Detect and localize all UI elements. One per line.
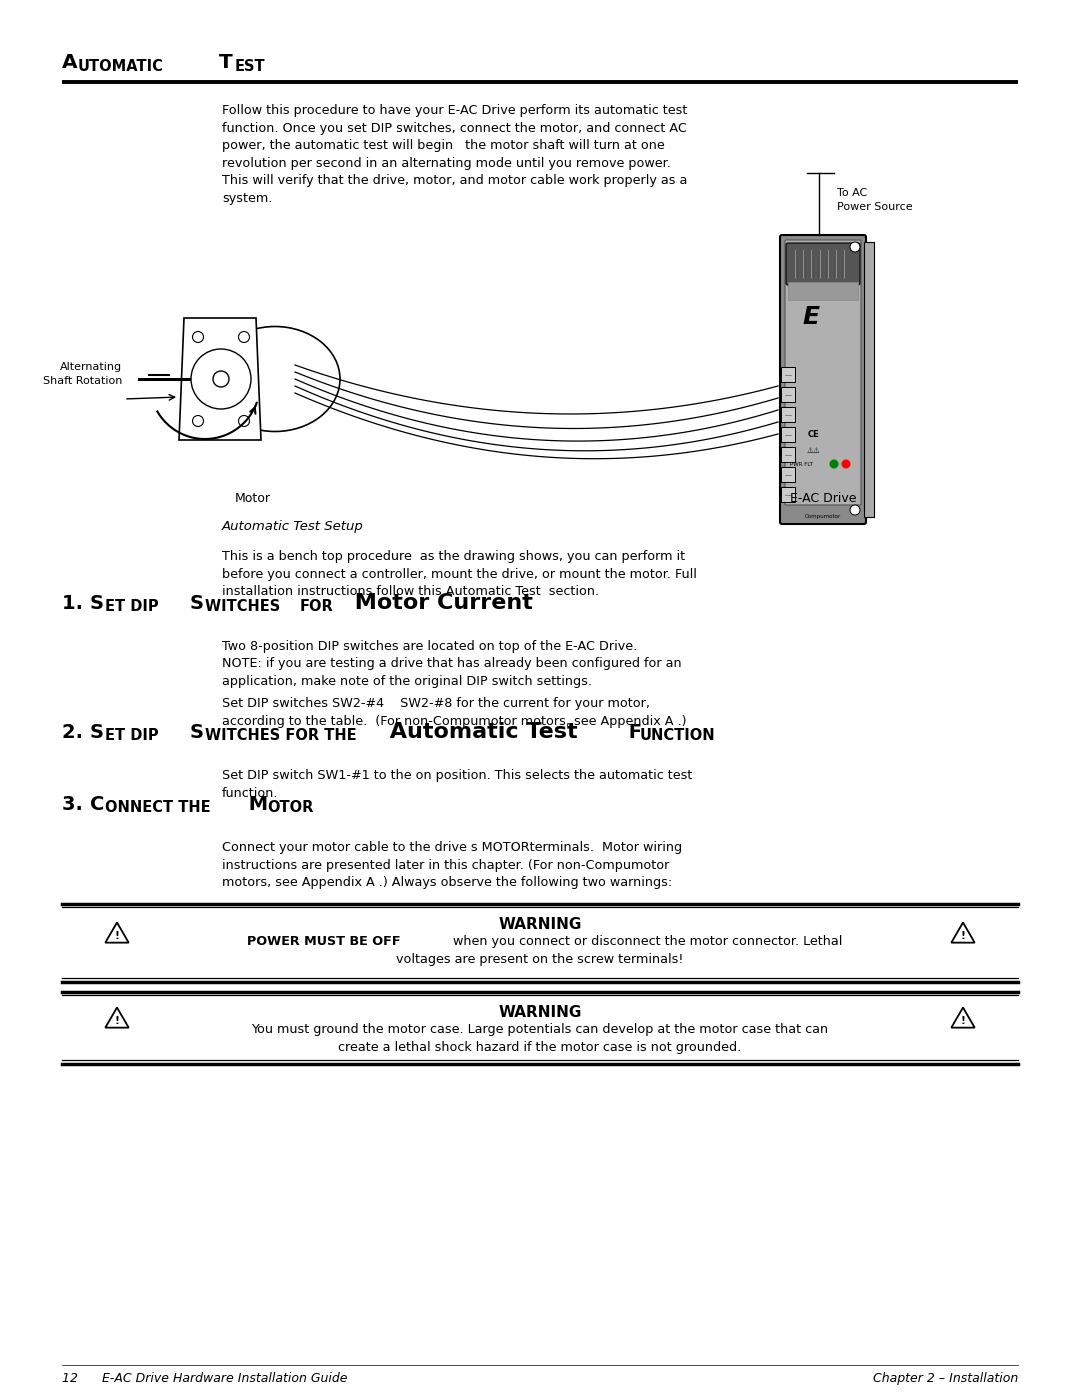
Text: Set DIP switch SW1-#1 to the on position. This selects the automatic test: Set DIP switch SW1-#1 to the on position… (222, 768, 692, 782)
Text: WARNING: WARNING (498, 916, 582, 932)
Text: Connect your motor cable to the drive s MOTORterminals.  Motor wiring: Connect your motor cable to the drive s … (222, 841, 683, 854)
Text: POWER MUST BE OFF: POWER MUST BE OFF (247, 935, 401, 947)
Text: according to the table.  (For non-Compumotor motors, see Appendix A .): according to the table. (For non-Compumo… (222, 714, 687, 728)
Text: !: ! (114, 1016, 120, 1027)
Text: T: T (212, 53, 233, 73)
Text: UTOMATIC: UTOMATIC (78, 59, 164, 74)
Polygon shape (951, 1007, 975, 1028)
Text: Two 8-position DIP switches are located on top of the E-AC Drive.: Two 8-position DIP switches are located … (222, 640, 637, 652)
Circle shape (192, 415, 203, 426)
Polygon shape (106, 1007, 129, 1028)
Text: application, make note of the original DIP switch settings.: application, make note of the original D… (222, 675, 592, 687)
Text: ET DIP: ET DIP (105, 598, 164, 613)
Text: This will verify that the drive, motor, and motor cable work properly as a: This will verify that the drive, motor, … (222, 175, 687, 187)
Circle shape (239, 415, 249, 426)
Text: UNCTION: UNCTION (640, 728, 716, 743)
Text: Follow this procedure to have your E-AC Drive perform its automatic test: Follow this procedure to have your E-AC … (222, 103, 687, 117)
Text: !: ! (960, 1016, 966, 1027)
Text: Compumotor: Compumotor (805, 514, 841, 518)
Bar (864, 242, 874, 517)
Text: E-AC Drive: E-AC Drive (789, 492, 856, 504)
Text: PWR FLT: PWR FLT (789, 461, 812, 467)
Polygon shape (179, 319, 261, 440)
Bar (781, 367, 795, 381)
Circle shape (213, 372, 229, 387)
Text: Automatic Test: Automatic Test (382, 722, 578, 742)
Text: F: F (622, 724, 642, 742)
Circle shape (850, 504, 860, 515)
Polygon shape (951, 922, 975, 943)
Text: You must ground the motor case. Large potentials can develop at the motor case t: You must ground the motor case. Large po… (252, 1023, 828, 1035)
Text: S: S (90, 594, 104, 612)
Text: system.: system. (222, 191, 272, 204)
Bar (781, 447, 795, 462)
Circle shape (191, 349, 251, 409)
Text: M: M (242, 795, 268, 814)
Text: !: ! (960, 932, 966, 942)
Text: C: C (90, 795, 105, 814)
Text: EST: EST (235, 59, 266, 74)
Bar (781, 427, 795, 441)
Text: motors, see Appendix A .) Always observe the following two warnings:: motors, see Appendix A .) Always observe… (222, 876, 672, 888)
Text: 1.: 1. (62, 594, 90, 612)
Text: function. Once you set DIP switches, connect the motor, and connect AC: function. Once you set DIP switches, con… (222, 122, 687, 134)
Text: S: S (190, 724, 204, 742)
Bar (781, 467, 795, 482)
Text: FOR: FOR (300, 598, 334, 613)
Text: S: S (90, 724, 104, 742)
Text: WITCHES: WITCHES (205, 598, 285, 613)
Text: voltages are present on the screw terminals!: voltages are present on the screw termin… (396, 953, 684, 965)
Text: revolution per second in an alternating mode until you remove power.: revolution per second in an alternating … (222, 156, 671, 169)
Text: E: E (802, 305, 820, 330)
Text: 12      E-AC Drive Hardware Installation Guide: 12 E-AC Drive Hardware Installation Guid… (62, 1372, 348, 1384)
Text: 3.: 3. (62, 795, 90, 814)
Text: 2.: 2. (62, 724, 90, 742)
Text: Motor: Motor (234, 492, 270, 504)
Text: Chapter 2 – Installation: Chapter 2 – Installation (873, 1372, 1018, 1384)
Text: !: ! (114, 932, 120, 942)
Circle shape (842, 460, 850, 468)
Text: when you connect or disconnect the motor connector. Lethal: when you connect or disconnect the motor… (449, 935, 842, 947)
Text: This is a bench top procedure  as the drawing shows, you can perform it: This is a bench top procedure as the dra… (222, 550, 685, 563)
Text: To AC
Power Source: To AC Power Source (837, 189, 913, 211)
Text: NOTE: if you are testing a drive that has already been configured for an: NOTE: if you are testing a drive that ha… (222, 657, 681, 671)
FancyBboxPatch shape (785, 240, 861, 504)
Text: Automatic Test Setup: Automatic Test Setup (222, 520, 364, 534)
Text: S: S (190, 594, 204, 612)
Text: before you connect a controller, mount the drive, or mount the motor. Full: before you connect a controller, mount t… (222, 567, 697, 581)
Text: Alternating
Shaft Rotation: Alternating Shaft Rotation (42, 362, 122, 386)
Text: A: A (62, 53, 78, 73)
Text: ET DIP: ET DIP (105, 728, 164, 743)
Text: instructions are presented later in this chapter. (For non-Compumotor: instructions are presented later in this… (222, 859, 670, 872)
Text: power, the automatic test will begin   the motor shaft will turn at one: power, the automatic test will begin the… (222, 138, 665, 152)
Text: function.: function. (222, 787, 279, 799)
Polygon shape (106, 922, 129, 943)
Text: Motor Current: Motor Current (347, 592, 532, 612)
Bar (781, 387, 795, 402)
Bar (788, 282, 858, 300)
FancyBboxPatch shape (786, 243, 860, 285)
Circle shape (850, 242, 860, 251)
Text: WARNING: WARNING (498, 1004, 582, 1020)
Text: CE: CE (807, 429, 819, 439)
Text: installation instructions follow this Automatic Test  section.: installation instructions follow this Au… (222, 585, 599, 598)
Text: ⚠⚠: ⚠⚠ (807, 446, 820, 454)
Text: Set DIP switches SW2-#4    SW2-#8 for the current for your motor,: Set DIP switches SW2-#4 SW2-#8 for the c… (222, 697, 650, 710)
Text: OTOR: OTOR (267, 800, 313, 814)
Ellipse shape (210, 327, 340, 432)
Text: create a lethal shock hazard if the motor case is not grounded.: create a lethal shock hazard if the moto… (338, 1041, 742, 1053)
Circle shape (831, 460, 838, 468)
Circle shape (192, 331, 203, 342)
Bar (781, 488, 795, 502)
Bar (781, 407, 795, 422)
Text: WITCHES FOR THE: WITCHES FOR THE (205, 728, 356, 743)
Text: ONNECT THE: ONNECT THE (105, 800, 211, 814)
Circle shape (239, 331, 249, 342)
FancyBboxPatch shape (780, 235, 866, 524)
